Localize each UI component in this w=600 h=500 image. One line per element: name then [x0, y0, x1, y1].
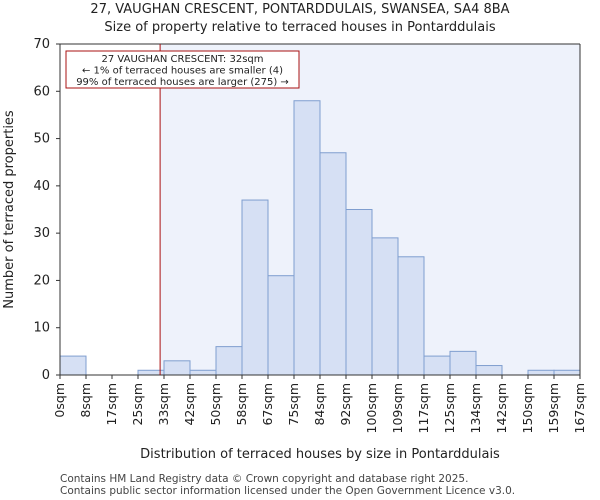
bar — [293, 100, 321, 376]
x-tick-label: 125sqm — [442, 383, 457, 433]
x-tick-label: 17sqm — [104, 383, 119, 426]
y-tick-label: 40 — [33, 179, 50, 194]
x-tick-label: 142sqm — [494, 383, 509, 433]
y-tick-label: 60 — [33, 84, 50, 99]
y-tick-label: 0 — [42, 368, 50, 383]
x-tick-label: 100sqm — [364, 383, 379, 433]
x-tick-label: 167sqm — [572, 383, 587, 433]
bar — [423, 355, 451, 376]
bar — [267, 275, 295, 376]
x-tick-label: 33sqm — [156, 383, 171, 426]
annotation-line: 27 VAUGHAN CRESCENT: 32sqm — [102, 54, 264, 65]
x-tick-label: 67sqm — [260, 383, 275, 426]
annotation-line: 99% of terraced houses are larger (275) … — [76, 77, 289, 88]
chart-subtitle: Size of property relative to terraced ho… — [104, 20, 496, 35]
bar — [189, 369, 217, 376]
bar — [397, 256, 425, 376]
annotation-box — [65, 50, 300, 89]
x-tick-label: 50sqm — [208, 383, 223, 426]
y-tick-label: 10 — [33, 321, 50, 336]
x-tick-label: 150sqm — [520, 383, 535, 433]
bar — [449, 350, 477, 376]
x-tick-label: 92sqm — [338, 383, 353, 426]
bar — [319, 152, 347, 376]
y-axis-label: Number of terraced properties — [2, 110, 17, 309]
bar — [215, 346, 243, 376]
histogram-chart: 0 10 20 30 40 50 60 70 0sqm 8sqm 17sqm 25sqm 33sqm 42… — [2, 37, 587, 462]
x-tick-label: 84sqm — [312, 383, 327, 426]
x-tick-label: 75sqm — [286, 383, 301, 426]
x-tick-label: 0sqm — [52, 383, 67, 418]
footer-line-2: Contains public sector information licen… — [60, 485, 516, 497]
bar — [345, 209, 373, 376]
bar — [475, 365, 503, 376]
footer-line-1: Contains HM Land Registry data © Crown c… — [60, 473, 469, 485]
x-tick-label: 25sqm — [130, 383, 145, 426]
x-tick-label: 159sqm — [546, 383, 561, 433]
x-tick-label: 42sqm — [182, 383, 197, 426]
bar — [59, 355, 87, 376]
annotation-line: ← 1% of terraced houses are smaller (4) — [82, 66, 283, 77]
x-tick-label: 109sqm — [390, 383, 405, 433]
x-tick-label: 8sqm — [78, 383, 93, 418]
bar — [553, 369, 581, 376]
x-tick-label: 58sqm — [234, 383, 249, 426]
chart-title: 27, VAUGHAN CRESCENT, PONTARDDULAIS, SWA… — [90, 2, 510, 17]
bar — [163, 360, 191, 376]
x-axis-label: Distribution of terraced houses by size … — [140, 447, 500, 462]
y-tick-label: 70 — [33, 37, 50, 52]
x-tick-label: 134sqm — [468, 383, 483, 433]
bar — [527, 369, 555, 376]
bar — [241, 199, 269, 376]
y-tick-label: 20 — [33, 273, 50, 288]
y-tick-label: 30 — [33, 226, 50, 241]
bar — [371, 237, 399, 376]
y-tick-label: 50 — [33, 132, 50, 147]
x-tick-label: 117sqm — [416, 383, 431, 433]
